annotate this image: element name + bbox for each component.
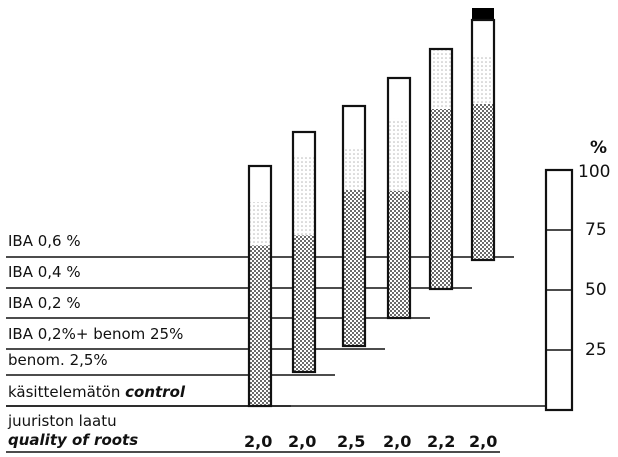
bar-4-segment-light (430, 49, 452, 109)
quality-label-en: quality of roots (8, 431, 139, 449)
bar-2-segment-white (343, 106, 365, 150)
bar-3-segment-dark (388, 190, 410, 318)
bar-0-segment-white (249, 166, 271, 202)
bar-5-segment-white (472, 20, 494, 56)
scale-tick-label-100: 100 (578, 162, 611, 182)
bar-5-segment-black (472, 8, 494, 20)
quality-label-fi: juuriston laatu (8, 412, 117, 430)
bar-1-segment-light (293, 156, 315, 236)
quality-value-2: 2,5 (337, 432, 366, 451)
scale-tick-label-50: 50 (585, 280, 607, 300)
bar-1-segment-white (293, 132, 315, 156)
bar-4-segment-dark (430, 109, 452, 289)
treatment-label-iba-benom: IBA 0,2%+ benom 25% (8, 325, 184, 343)
bar-0-outline (247, 164, 273, 408)
quality-value-3: 2,0 (383, 432, 412, 451)
bar-2-segment-dark (343, 190, 365, 346)
scale-tick-label-25: 25 (585, 340, 607, 360)
treatment-label-iba-06: IBA 0,6 % (8, 232, 81, 250)
bar-0-segment-dark (249, 245, 271, 406)
treatment-label-iba-04: IBA 0,4 % (8, 263, 81, 281)
bar-2-outline (341, 104, 367, 348)
bar-0-segment-light (249, 202, 271, 246)
quality-value-1: 2,0 (288, 432, 317, 451)
bar-3-segment-light (388, 118, 410, 191)
control-label-en: control (125, 383, 186, 401)
treatment-label-iba-02: IBA 0,2 % (8, 294, 81, 312)
percent-scale (544, 168, 574, 412)
bar-1-segment-dark (293, 235, 315, 372)
bar-2-segment-light (343, 149, 365, 190)
bar-5-outline (470, 18, 496, 262)
treatment-label-benom: benom. 2,5% (8, 351, 108, 369)
quality-value-4: 2,2 (427, 432, 456, 451)
bar-group (247, 8, 496, 408)
bar-1-outline (291, 130, 317, 374)
quality-value-5: 2,0 (469, 432, 498, 451)
bar-5-segment-light (472, 56, 494, 104)
scale-tick-label-75: 75 (585, 220, 607, 240)
bar-3-outline (386, 76, 412, 320)
scale-unit-label: % (590, 138, 608, 158)
bar-3-segment-white (388, 78, 410, 119)
bar-5-segment-dark (472, 104, 494, 260)
control-label-fi: käsittelemätön (8, 383, 121, 401)
treatment-label-control: käsittelemätön control (8, 383, 185, 401)
bar-4-outline (428, 47, 454, 291)
quality-value-0: 2,0 (244, 432, 273, 451)
